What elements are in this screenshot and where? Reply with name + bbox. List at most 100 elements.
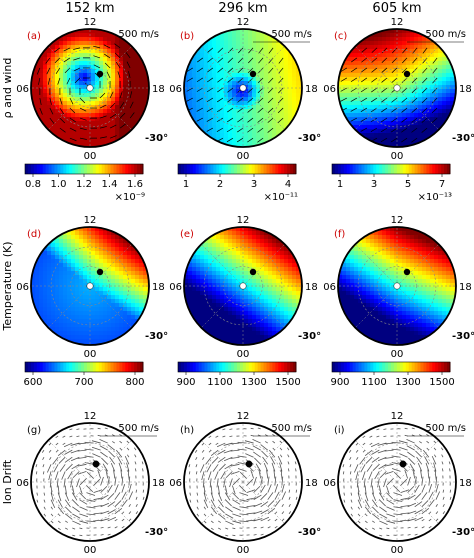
clock-label-12: 12 (391, 215, 404, 226)
clock-label-06: 06 (169, 282, 182, 293)
latitude-label: -30° (145, 527, 168, 538)
panel-g (30, 422, 157, 542)
column-header: 152 km (65, 1, 114, 16)
clock-label-00: 00 (237, 349, 250, 360)
clock-label-06: 06 (169, 478, 182, 489)
clock-label-18: 18 (152, 478, 165, 489)
panel-label: (f) (334, 229, 345, 240)
colorbar-exponent: ×10⁻¹¹ (264, 192, 298, 203)
column-header: 605 km (372, 1, 421, 16)
subsolar-marker (96, 70, 104, 78)
colorbar-tick: 1100 (207, 377, 232, 388)
row-label: ρ and wind (1, 58, 14, 119)
colorbar-tick: 700 (74, 377, 93, 388)
colorbar-tick: 1.4 (102, 179, 118, 190)
latitude-label: -30° (452, 527, 474, 538)
clock-label-00: 00 (391, 545, 404, 556)
pole-marker (245, 460, 253, 468)
clock-label-00: 00 (237, 545, 250, 556)
pole-marker (92, 460, 100, 468)
panel-e (183, 226, 303, 346)
colorbar-tick: 5 (405, 179, 411, 190)
pole-marker (86, 282, 94, 290)
colorbar-exponent: ×10⁻¹³ (418, 192, 452, 203)
pole-marker (239, 282, 247, 290)
scale-label: 500 m/s (425, 29, 466, 40)
clock-label-06: 06 (323, 478, 336, 489)
subsolar-marker (249, 70, 257, 78)
panel-label: (i) (334, 425, 345, 436)
clock-label-18: 18 (459, 478, 472, 489)
pole-marker (86, 84, 94, 92)
colorbar-row2-2 (177, 361, 297, 375)
panel-label: (h) (180, 425, 194, 436)
panel-label: (a) (27, 31, 41, 42)
clock-label-06: 06 (323, 282, 336, 293)
clock-label-18: 18 (305, 84, 318, 95)
colorbar-tick: 800 (125, 377, 144, 388)
scale-label: 500 m/s (118, 423, 159, 434)
clock-label-00: 00 (84, 349, 97, 360)
scale-label: 500 m/s (425, 423, 466, 434)
clock-label-18: 18 (459, 84, 472, 95)
colorbar-tick: 7 (439, 179, 445, 190)
subsolar-marker (249, 268, 257, 276)
panel-b (183, 28, 310, 148)
colorbar-tick: 1.2 (76, 179, 92, 190)
panel-a (30, 28, 150, 148)
column-header: 296 km (218, 1, 267, 16)
clock-label-06: 06 (323, 84, 336, 95)
colorbar-tick: 1500 (275, 377, 300, 388)
colorbar-tick: 3 (371, 179, 377, 190)
clock-label-00: 00 (391, 349, 404, 360)
colorbar-tick: 1300 (395, 377, 420, 388)
clock-label-12: 12 (391, 17, 404, 28)
panel-h (183, 422, 310, 542)
colorbar-tick: 1 (337, 179, 343, 190)
clock-label-12: 12 (391, 411, 404, 422)
colorbar-tick: 900 (330, 377, 349, 388)
clock-label-12: 12 (237, 411, 250, 422)
scale-label: 500 m/s (271, 423, 312, 434)
colorbar-tick: 3 (251, 179, 257, 190)
clock-label-18: 18 (305, 478, 318, 489)
pole-marker (239, 84, 247, 92)
row-label: Ion Drift (1, 459, 14, 504)
latitude-label: -30° (298, 331, 321, 342)
latitude-label: -30° (452, 133, 474, 144)
latitude-label: -30° (145, 331, 168, 342)
subsolar-marker (403, 70, 411, 78)
clock-label-12: 12 (84, 215, 97, 226)
latitude-label: -30° (145, 133, 168, 144)
latitude-label: -30° (298, 527, 321, 538)
clock-label-06: 06 (169, 84, 182, 95)
colorbar-row2-1 (24, 361, 144, 375)
clock-label-18: 18 (459, 282, 472, 293)
clock-label-18: 18 (152, 84, 165, 95)
pole-marker (393, 282, 401, 290)
panel-label: (e) (180, 229, 194, 240)
panel-d (30, 226, 150, 346)
clock-label-00: 00 (391, 151, 404, 162)
colorbar-tick: 1.0 (51, 179, 67, 190)
colorbar-tick: 1 (183, 179, 189, 190)
colorbar-tick: 600 (23, 377, 42, 388)
clock-label-18: 18 (152, 282, 165, 293)
clock-label-12: 12 (237, 17, 250, 28)
colorbar-row1-1 (24, 163, 144, 177)
clock-label-12: 12 (84, 411, 97, 422)
pole-marker (399, 460, 407, 468)
colorbar-tick: 1.6 (127, 179, 143, 190)
clock-label-12: 12 (84, 17, 97, 28)
clock-label-00: 00 (237, 151, 250, 162)
panel-label: (c) (334, 31, 347, 42)
colorbar-tick: 1500 (429, 377, 454, 388)
colorbar-tick: 1100 (361, 377, 386, 388)
panel-f (337, 226, 457, 346)
clock-label-06: 06 (16, 282, 29, 293)
scale-label: 500 m/s (271, 29, 312, 40)
pole-marker (393, 84, 401, 92)
colorbar-row2-3 (331, 361, 451, 375)
panel-label: (b) (180, 31, 194, 42)
colorbar-tick: 4 (285, 179, 291, 190)
